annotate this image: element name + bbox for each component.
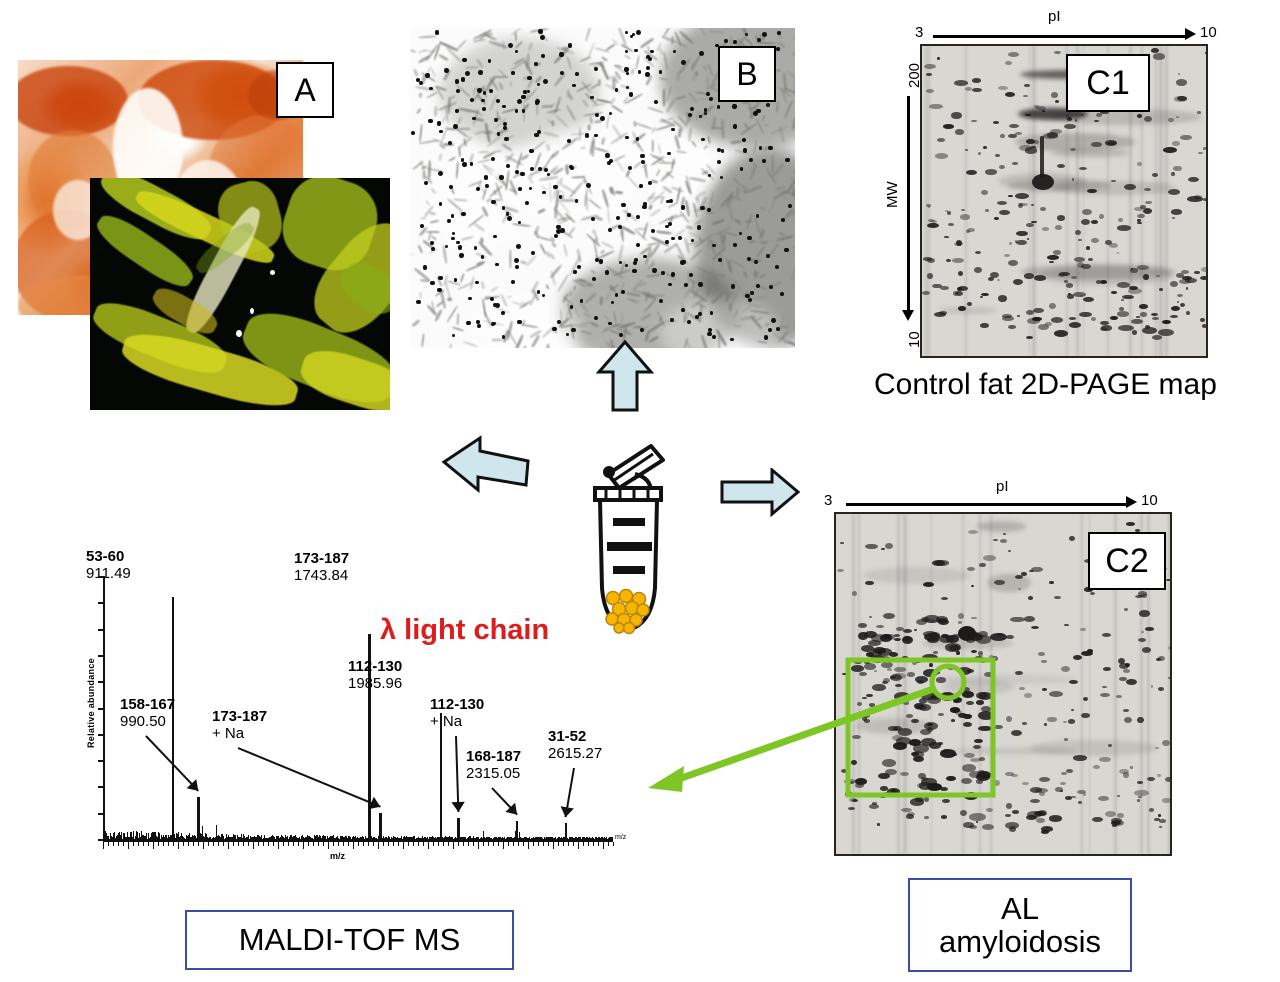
c1-y-axis-label: MW bbox=[884, 181, 901, 208]
panel-a-letter-chip: A bbox=[276, 62, 334, 118]
maldi-caption-label: MALDI-TOF MS bbox=[238, 922, 461, 958]
panel-b-letter-chip: B bbox=[718, 46, 776, 102]
panel-a-polarized-light-image bbox=[90, 178, 390, 410]
ms-peak-label: 112-130 + Na bbox=[430, 696, 484, 731]
c2-x-axis-label: pI bbox=[996, 478, 1009, 495]
ms-peak-range: 112-130 bbox=[430, 696, 485, 713]
ms-peak bbox=[516, 820, 519, 839]
ms-peak-mass: 990.50 bbox=[120, 713, 166, 731]
ms-x-axis-right-label: m/z bbox=[615, 834, 627, 841]
c2-callout-arrow-line bbox=[674, 684, 938, 784]
arrow-up-to-panel-b bbox=[596, 340, 654, 412]
c2-highlight-overlay bbox=[648, 657, 996, 798]
c1-y-axis-line bbox=[907, 96, 910, 312]
ms-peak-group bbox=[103, 548, 613, 839]
al-amyloidosis-caption-box: AL amyloidosis bbox=[908, 878, 1132, 972]
ms-peak-range: 173-187 bbox=[212, 708, 268, 725]
maldi-caption-box: MALDI-TOF MS bbox=[185, 910, 514, 970]
ms-peak-mass: 2315.05 bbox=[466, 765, 521, 783]
ms-peak-label: 112-130 1985.96 bbox=[348, 658, 402, 693]
maldi-tof-mass-spectrum: Relative abundance m/z m/z 53-60 911.49 15… bbox=[48, 548, 627, 868]
ms-peak-mass: 2615.27 bbox=[548, 745, 603, 763]
ms-y-axis-line bbox=[103, 576, 105, 839]
ms-peak-range: 112-130 bbox=[348, 658, 403, 675]
ms-peak-mass: 911.49 bbox=[86, 565, 131, 583]
arrow-left-to-ms-spectrum bbox=[441, 435, 530, 494]
al-caption-line1: AL bbox=[1001, 890, 1039, 926]
panel-c1-letter-chip: C1 bbox=[1066, 54, 1150, 112]
al-caption-line2: amyloidosis bbox=[939, 924, 1101, 959]
c1-x-axis-arrowhead bbox=[1185, 28, 1196, 40]
panel-b-letter: B bbox=[736, 56, 758, 92]
c2-highlight-circle bbox=[929, 663, 967, 701]
microcentrifuge-tube-icon bbox=[593, 444, 665, 635]
ms-peak-mass: 1985.96 bbox=[348, 675, 403, 693]
ms-peak-range: 31-52 bbox=[548, 728, 587, 745]
ms-peak bbox=[197, 796, 200, 839]
ms-peak bbox=[457, 818, 460, 839]
panel-b-electron-micrograph: (function(){ var p=document.getElementBy… bbox=[410, 28, 795, 348]
panel-c1-letter: C1 bbox=[1086, 64, 1130, 102]
ms-peak-label: 158-167 990.50 bbox=[120, 696, 175, 731]
ms-x-axis-line bbox=[103, 839, 613, 842]
c2-x-max-label: 10 bbox=[1141, 492, 1158, 509]
ms-peak-range: 158-167 bbox=[120, 696, 176, 713]
ms-peak bbox=[379, 812, 382, 839]
panel-c1-gel-image bbox=[920, 44, 1208, 358]
ms-peak-mass: + Na bbox=[430, 713, 463, 731]
ms-peak-mass: + Na bbox=[212, 725, 245, 743]
ms-x-axis-label: m/z bbox=[330, 851, 346, 861]
panel-c2-letter: C2 bbox=[1105, 542, 1149, 580]
ms-peak-range: 53-60 bbox=[86, 548, 125, 565]
c2-x-axis-arrowhead bbox=[1126, 496, 1137, 508]
ms-peak-label: 53-60 911.49 bbox=[86, 548, 131, 583]
panel-a-letter: A bbox=[294, 72, 316, 108]
panel-c2-letter-chip: C2 bbox=[1088, 532, 1166, 590]
arrow-right-to-panel-c2 bbox=[720, 468, 800, 518]
c2-x-min-label: 3 bbox=[824, 492, 833, 509]
ms-peak bbox=[439, 712, 442, 839]
lambda-light-chain-annotation: λ light chain bbox=[380, 614, 550, 646]
c1-x-max-label: 10 bbox=[1200, 24, 1217, 41]
c1-x-axis-label: pI bbox=[1048, 8, 1061, 25]
c2-highlight-rectangle bbox=[845, 657, 996, 798]
ms-peak-label: 173-187 1743.84 bbox=[294, 550, 349, 585]
ms-peak-range: 173-187 bbox=[294, 550, 350, 567]
ms-peak-label: 168-187 2315.05 bbox=[466, 748, 521, 783]
ms-pointer-arrows bbox=[145, 735, 575, 818]
c1-x-axis-line bbox=[933, 35, 1185, 38]
ms-peak-range: 168-187 bbox=[466, 748, 522, 765]
ms-peak-mass: 1743.84 bbox=[294, 567, 349, 585]
c1-x-min-label: 3 bbox=[915, 24, 924, 41]
c1-y-axis-arrowhead bbox=[902, 310, 914, 321]
ms-peak bbox=[564, 823, 567, 839]
c2-callout-arrowhead bbox=[648, 766, 684, 792]
ms-peak-label: 173-187 + Na bbox=[212, 708, 267, 743]
ms-peak-label: 31-52 2615.27 bbox=[548, 728, 602, 763]
ms-peak bbox=[368, 633, 371, 839]
ms-peak-labels: 53-60 911.49 158-167 990.50 173-187 1743.84 17… bbox=[48, 548, 623, 868]
ms-peak bbox=[171, 597, 175, 839]
c2-x-axis-line bbox=[846, 503, 1126, 506]
panel-c1-caption: Control fat 2D-PAGE map bbox=[874, 368, 1217, 401]
